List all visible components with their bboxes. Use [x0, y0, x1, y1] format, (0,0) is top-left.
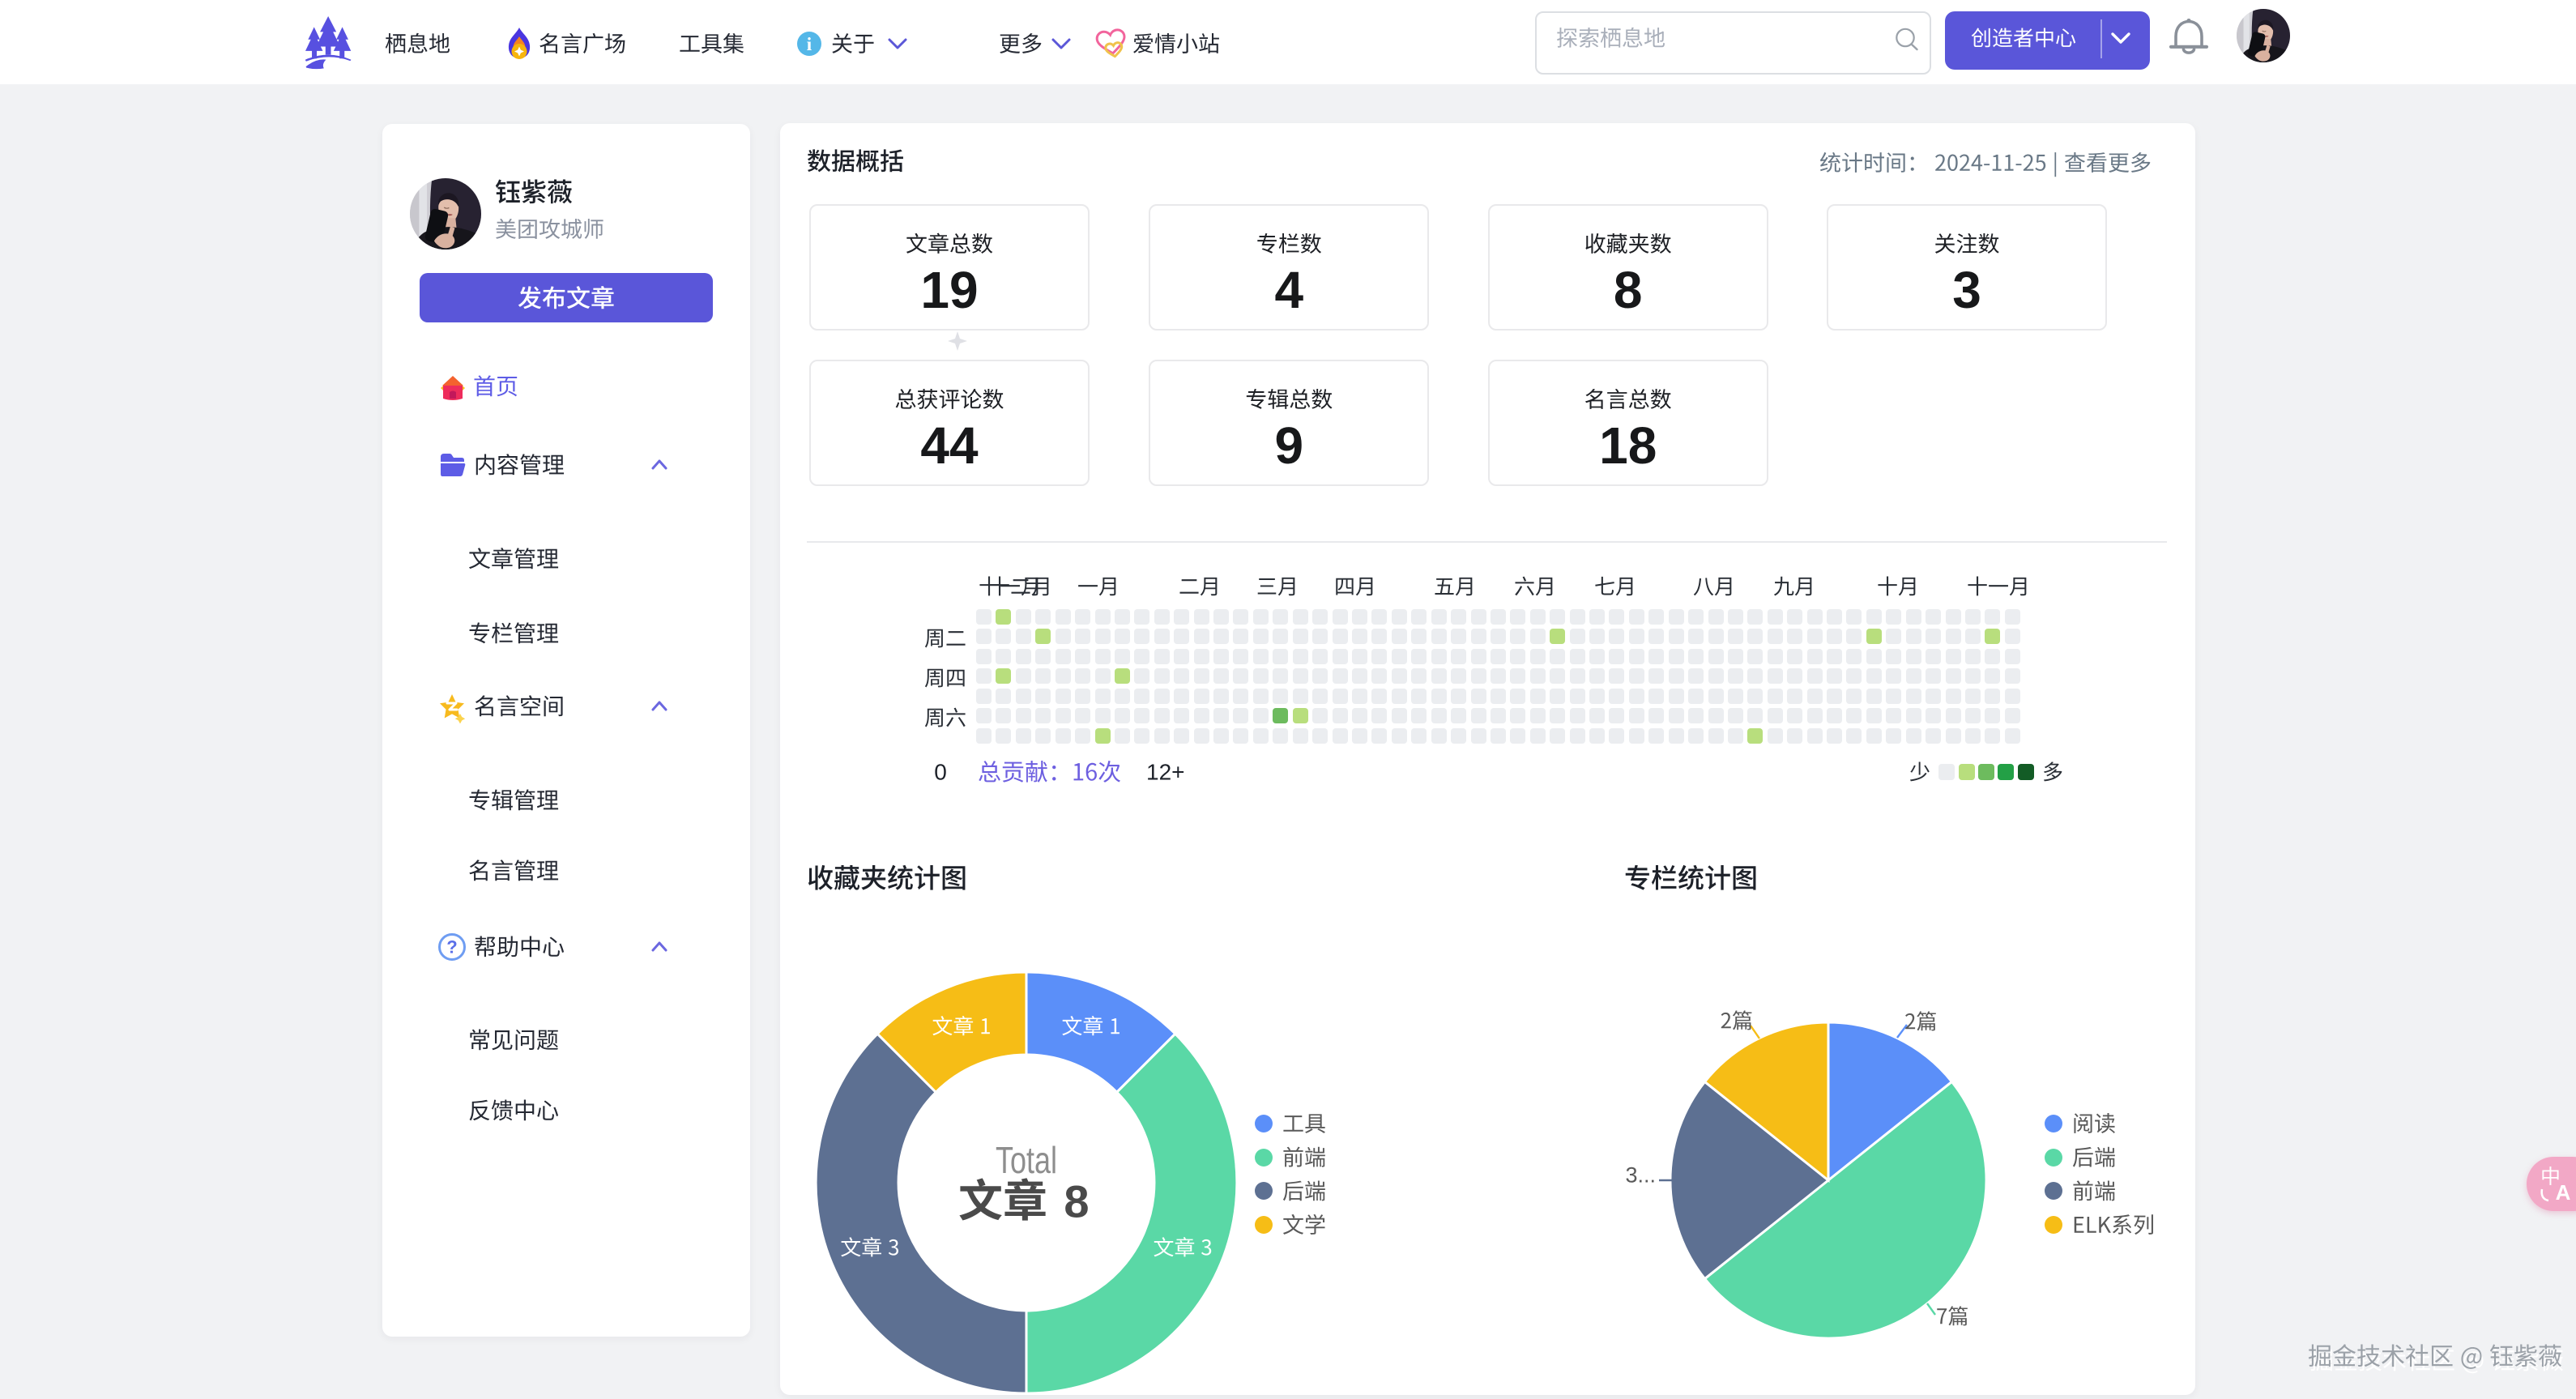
svg-text:4: 4: [1275, 261, 1304, 319]
svg-text:3: 3: [1952, 261, 1981, 319]
svg-text:19: 19: [920, 261, 978, 319]
svg-text:0: 0: [934, 760, 947, 785]
svg-text:12+: 12+: [1146, 760, 1185, 785]
svg-text:8: 8: [1064, 1175, 1089, 1226]
svg-text:A: A: [2556, 1180, 2571, 1205]
svg-text:18: 18: [1599, 416, 1657, 475]
svg-text:44: 44: [920, 416, 979, 475]
svg-text:9: 9: [1275, 416, 1304, 475]
svg-text:?: ?: [446, 937, 457, 958]
svg-text:8: 8: [1614, 261, 1643, 319]
svg-text:Total: Total: [996, 1139, 1057, 1181]
svg-text:3...: 3...: [1625, 1162, 1656, 1187]
svg-text:i: i: [807, 34, 812, 54]
